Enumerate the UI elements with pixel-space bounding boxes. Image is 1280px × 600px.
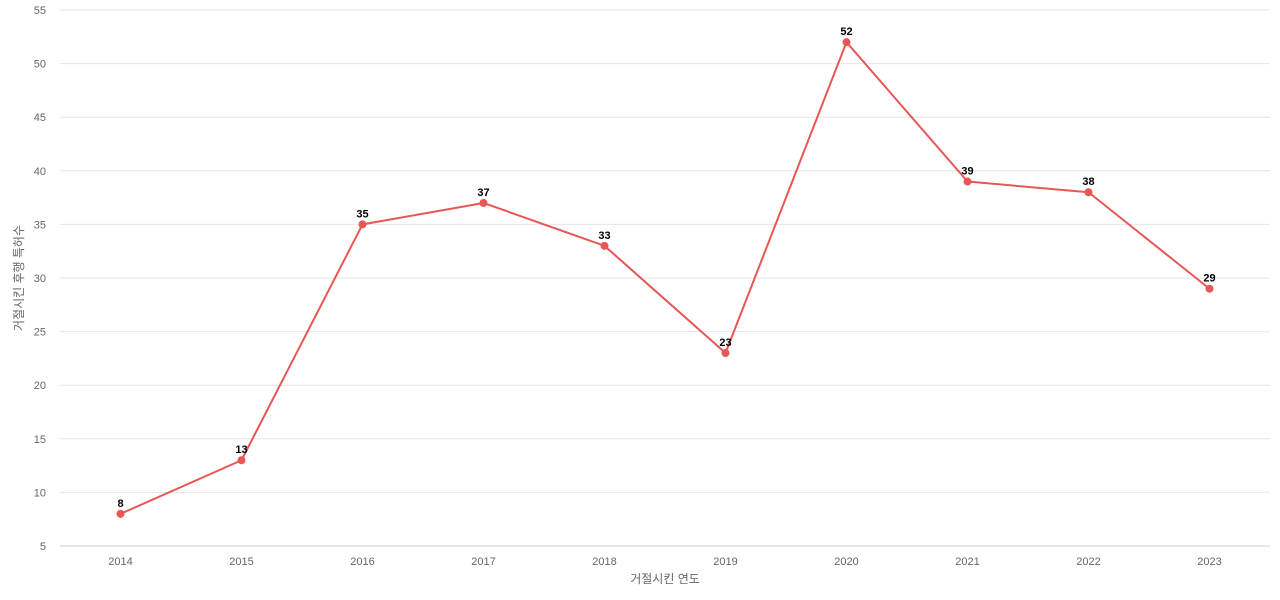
data-label: 35 (356, 208, 368, 220)
data-series (116, 38, 1214, 518)
x-tick-label: 2017 (471, 556, 495, 568)
data-point[interactable] (721, 349, 730, 358)
x-tick-label: 2020 (834, 556, 858, 568)
x-tick-label: 2016 (350, 556, 374, 568)
x-tick-label: 2014 (108, 556, 132, 568)
data-point[interactable] (358, 220, 367, 229)
x-tick-label: 2022 (1076, 556, 1100, 568)
y-tick-label: 5 (40, 541, 46, 553)
x-tick-label: 2019 (713, 556, 737, 568)
data-point[interactable] (1084, 188, 1093, 197)
data-point[interactable] (600, 241, 609, 250)
x-axis-tick-labels: 2014 2015 2016 2017 2018 2019 2020 2021 2022 2023 (108, 556, 1221, 568)
data-point[interactable] (963, 177, 972, 186)
y-tick-label: 45 (34, 112, 46, 124)
data-label: 23 (719, 337, 731, 349)
data-point[interactable] (1205, 284, 1214, 293)
y-tick-label: 15 (34, 434, 46, 446)
x-tick-label: 2021 (955, 556, 979, 568)
data-label: 33 (598, 230, 610, 242)
data-point[interactable] (116, 509, 125, 518)
data-labels: 8 13 35 37 33 23 52 39 38 29 (117, 26, 1215, 510)
data-label: 13 (235, 444, 247, 456)
data-label: 37 (477, 187, 489, 199)
data-point[interactable] (842, 38, 851, 47)
data-point[interactable] (479, 198, 488, 207)
data-label: 52 (840, 26, 852, 38)
data-label: 8 (117, 498, 123, 510)
x-tick-label: 2018 (592, 556, 616, 568)
y-tick-label: 55 (34, 5, 46, 17)
y-tick-label: 40 (34, 166, 46, 178)
x-axis-title: 거절시킨 연도 (630, 572, 700, 586)
y-tick-label: 20 (34, 380, 46, 392)
series-line (120, 41, 1211, 515)
data-point[interactable] (237, 456, 246, 465)
grid-lines (60, 9, 1270, 547)
x-tick-label: 2015 (229, 556, 253, 568)
data-label: 38 (1082, 176, 1094, 188)
data-label: 39 (961, 166, 973, 178)
data-label: 29 (1203, 273, 1215, 285)
y-tick-label: 25 (34, 327, 46, 339)
y-tick-label: 50 (34, 59, 46, 71)
y-tick-label: 30 (34, 273, 46, 285)
y-axis-title: 거절시킨 후행 특허수 (11, 225, 26, 331)
y-axis-tick-labels: 5 10 15 20 25 30 35 40 45 50 55 (34, 5, 46, 553)
y-tick-label: 35 (34, 219, 46, 231)
x-tick-label: 2023 (1197, 556, 1221, 568)
y-tick-label: 10 (34, 487, 46, 499)
